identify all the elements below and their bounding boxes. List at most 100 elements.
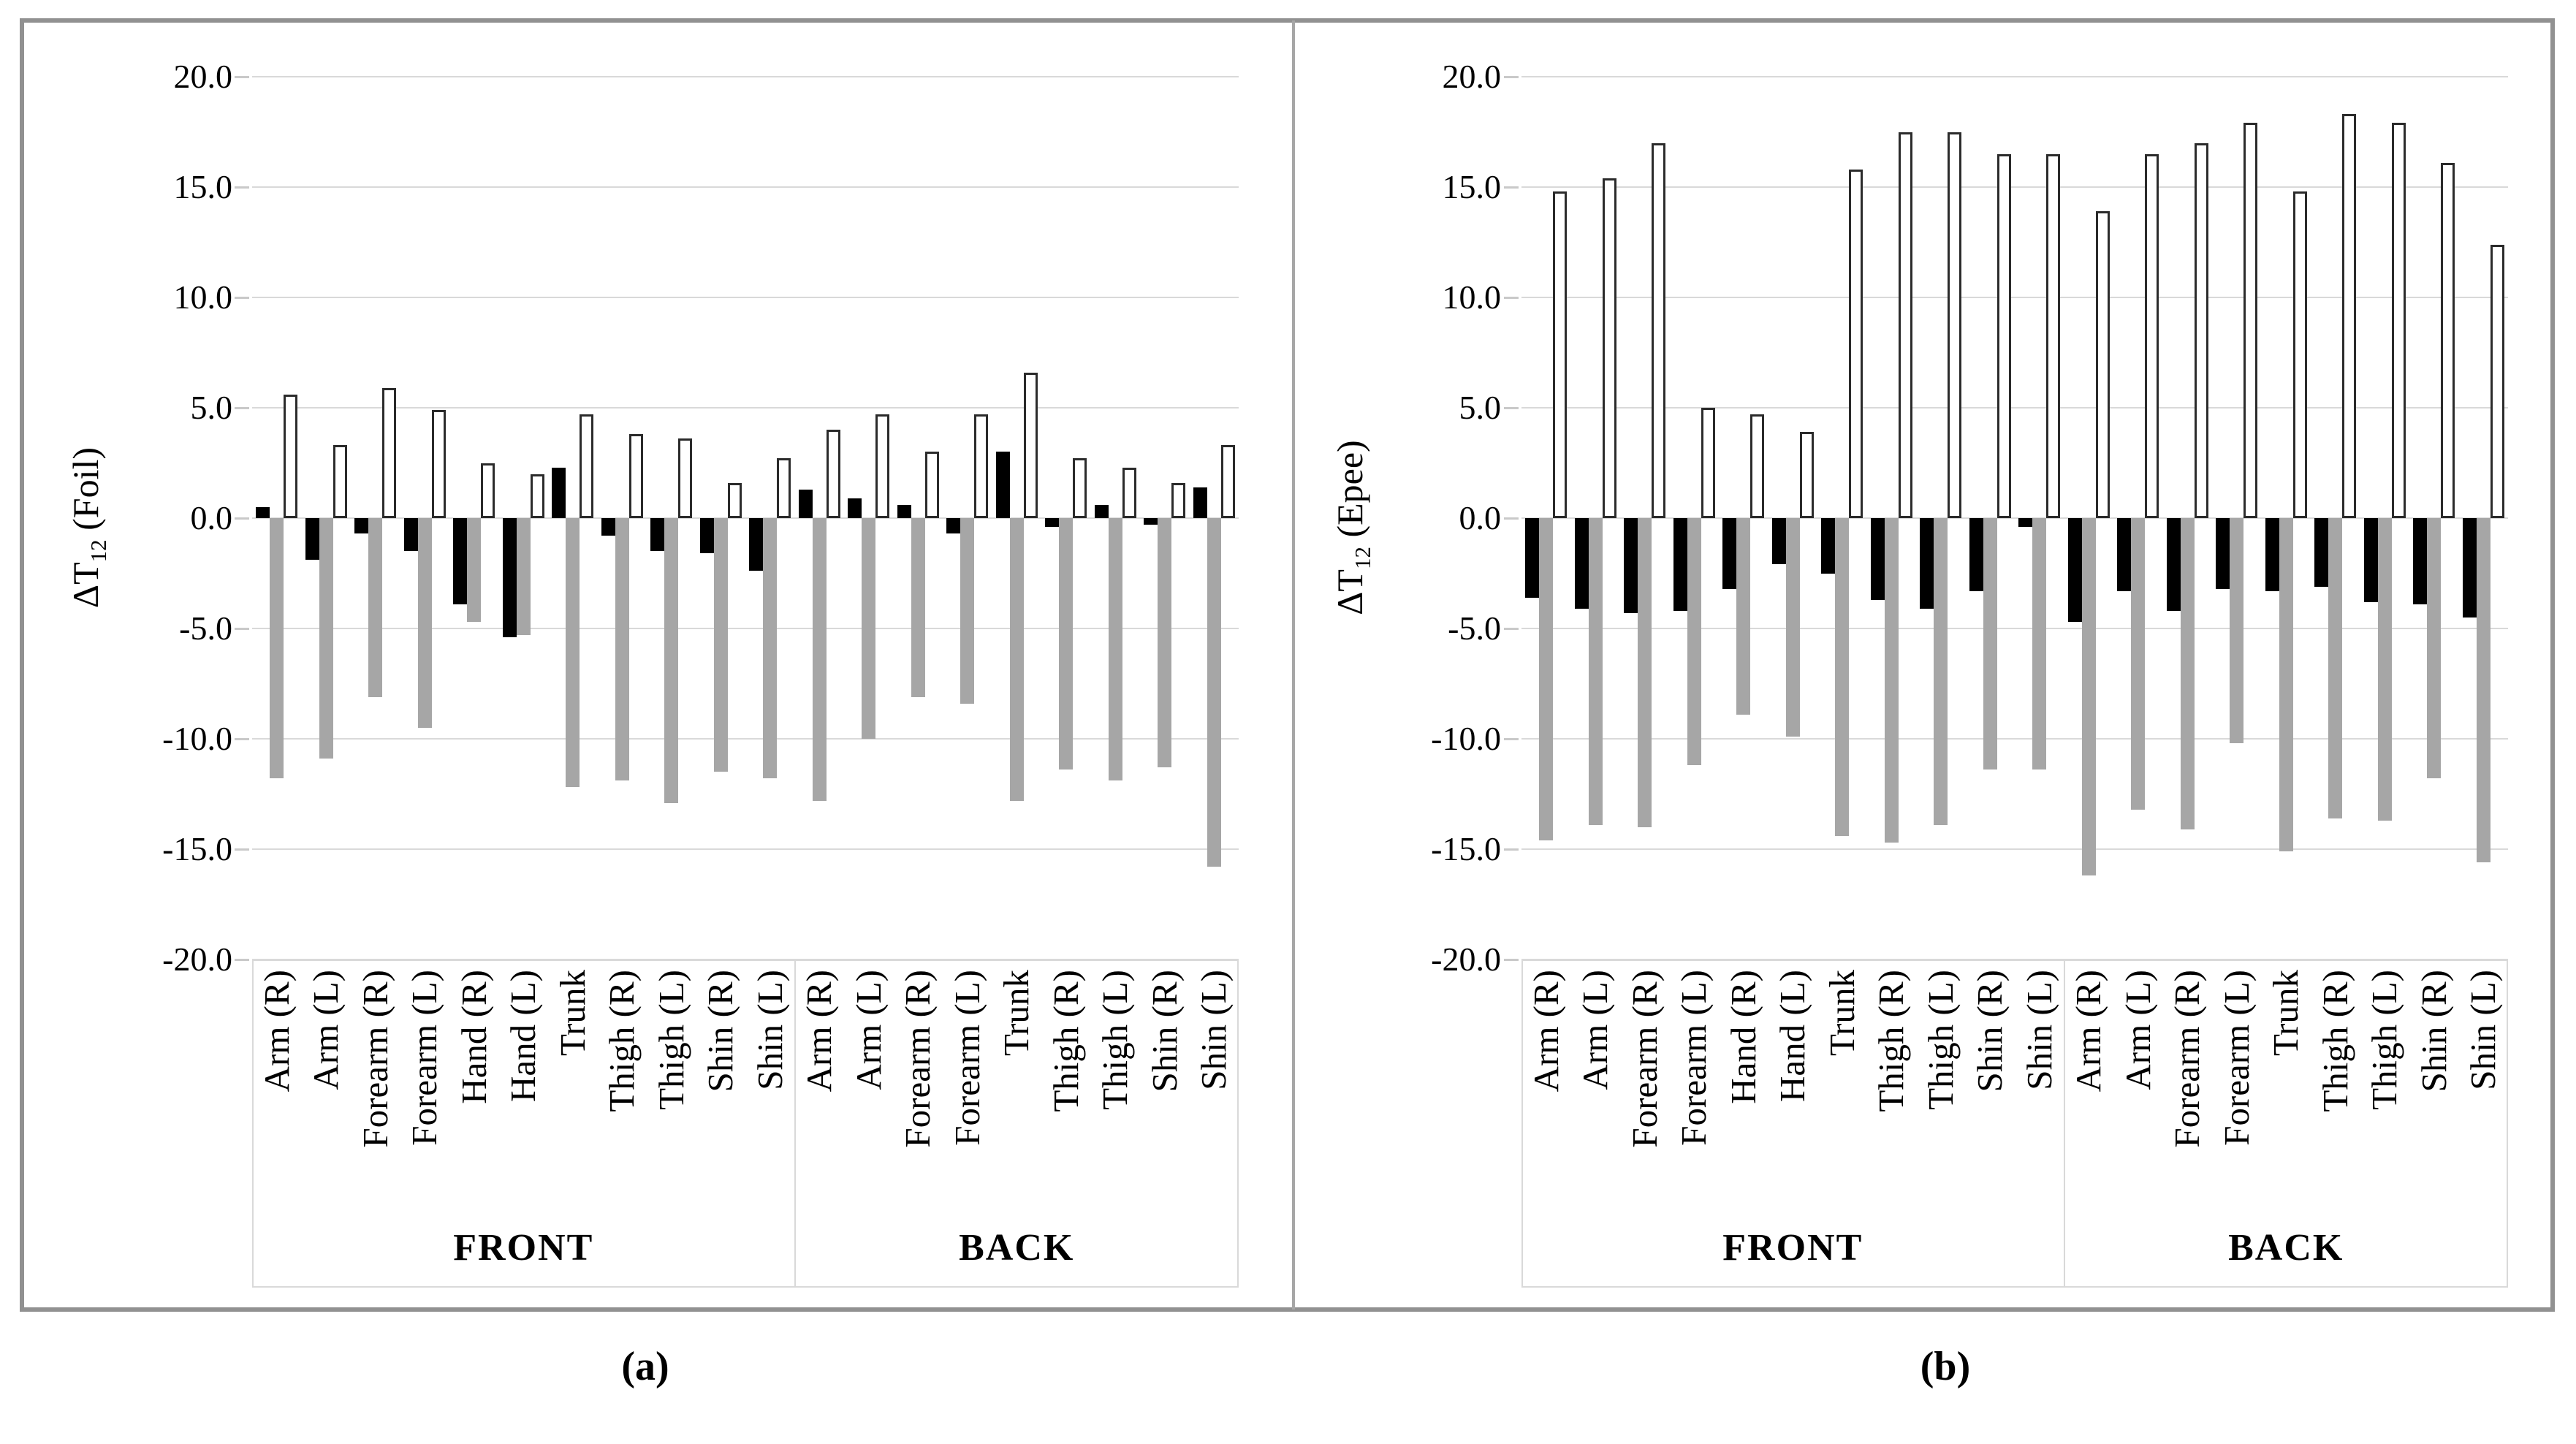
category-label: Thigh (R): [1045, 970, 1086, 1112]
bar-gray: [664, 518, 679, 803]
bar-white: [1948, 132, 1962, 518]
bar-white: [826, 430, 840, 518]
category-label: Arm (R): [256, 970, 297, 1092]
bar-black: [1969, 518, 1983, 591]
gridline: [1521, 517, 2508, 519]
category-label: Shin (R): [2413, 970, 2454, 1092]
bar-black: [453, 518, 468, 604]
bar-black: [1193, 487, 1207, 518]
bar-black: [749, 518, 764, 571]
bar-white: [382, 387, 397, 518]
y-tick-label: 0.0: [1459, 499, 1502, 536]
bar-gray: [862, 518, 876, 739]
caption-close-paren: ): [656, 1344, 669, 1389]
y-axis-title-suffix: (Epee): [1329, 440, 1370, 547]
bar-white: [1849, 169, 1863, 518]
bar-gray: [2328, 518, 2343, 818]
category-label: Thigh (L): [650, 970, 691, 1110]
bar-gray: [1158, 518, 1172, 768]
bar-black: [1673, 518, 1687, 611]
y-tick-label: -10.0: [162, 720, 232, 757]
gridline: [252, 407, 1239, 408]
gridline: [252, 517, 1239, 519]
y-tick-label: -5.0: [1448, 609, 1501, 647]
bar-black: [2018, 518, 2033, 528]
axis-tick: [235, 517, 249, 520]
category-label: Forearm (L): [2216, 970, 2257, 1146]
bar-gray: [1983, 518, 1997, 770]
bar-black: [305, 518, 319, 560]
bar-black: [601, 518, 615, 536]
bar-gray: [1736, 518, 1751, 715]
bar-white: [1220, 445, 1235, 518]
y-tick-label: 5.0: [190, 389, 233, 426]
y-tick-label: 0.0: [190, 499, 233, 536]
gridline: [1521, 186, 2508, 188]
caption-close-paren: ): [1956, 1344, 1971, 1389]
gridline: [1521, 848, 2508, 850]
bar-gray: [2230, 518, 2244, 744]
bar-white: [1171, 482, 1186, 518]
axis-tick: [1504, 959, 1519, 961]
bar-black: [403, 518, 418, 552]
category-label: Arm (L): [305, 970, 346, 1090]
category-label: Forearm (R): [2167, 970, 2208, 1148]
bar-white: [875, 414, 890, 518]
bar-black: [1094, 504, 1109, 518]
caption-letter: b: [1934, 1344, 1957, 1389]
category-label: Shin (R): [1969, 970, 2010, 1092]
gridline: [252, 738, 1239, 740]
bar-black: [2413, 518, 2428, 604]
bar-black: [897, 504, 911, 518]
gridline: [252, 628, 1239, 629]
category-label: Shin (L): [749, 970, 790, 1090]
bar-black: [552, 467, 566, 518]
axis-tick: [1504, 848, 1519, 851]
bar-gray: [1009, 518, 1024, 801]
bar-white: [1023, 372, 1038, 518]
bar-black: [650, 518, 665, 552]
bar-white: [2046, 153, 2061, 518]
category-label: Trunk: [996, 970, 1037, 1057]
bar-gray: [1687, 518, 1701, 766]
y-axis-title-suffix: (Foil): [65, 446, 106, 540]
bar-black: [256, 506, 270, 518]
bar-white: [284, 394, 298, 518]
y-tick-label: -15.0: [1431, 830, 1501, 867]
bar-white: [1996, 153, 2011, 518]
bar-white: [481, 463, 495, 518]
bar-white: [333, 445, 347, 518]
gridline: [252, 186, 1239, 188]
category-label: Thigh (R): [2314, 970, 2355, 1112]
bar-gray: [368, 518, 383, 697]
section-label-front: FRONT: [453, 1227, 594, 1269]
bar-white: [2342, 114, 2357, 518]
bar-gray: [713, 518, 728, 772]
bar-white: [1750, 414, 1765, 518]
category-label: Forearm (R): [897, 970, 938, 1148]
bar-gray: [960, 518, 975, 704]
category-label: Hand (R): [453, 970, 494, 1104]
y-tick-label: 15.0: [1442, 168, 1502, 205]
bar-white: [2145, 153, 2159, 518]
bar-black: [848, 498, 862, 518]
bar-black: [1144, 518, 1158, 525]
bar-white: [530, 474, 544, 518]
axis-tick: [1504, 517, 1519, 520]
axis-tick: [235, 848, 249, 851]
axis-tick: [235, 76, 249, 78]
category-label: Forearm (R): [354, 970, 395, 1148]
gridline: [1521, 738, 2508, 740]
y-tick-label: -20.0: [1431, 940, 1501, 978]
bar-gray: [1785, 518, 1800, 737]
bar-black: [1821, 518, 1836, 574]
bar-black: [502, 518, 517, 638]
figure-border: [20, 18, 2555, 1312]
bar-white: [974, 414, 989, 518]
bar-white: [2490, 244, 2504, 518]
bar-gray: [270, 518, 284, 779]
caption-open-paren: (: [1920, 1344, 1934, 1389]
y-tick-label: 20.0: [173, 58, 233, 95]
bar-black: [2067, 518, 2082, 622]
